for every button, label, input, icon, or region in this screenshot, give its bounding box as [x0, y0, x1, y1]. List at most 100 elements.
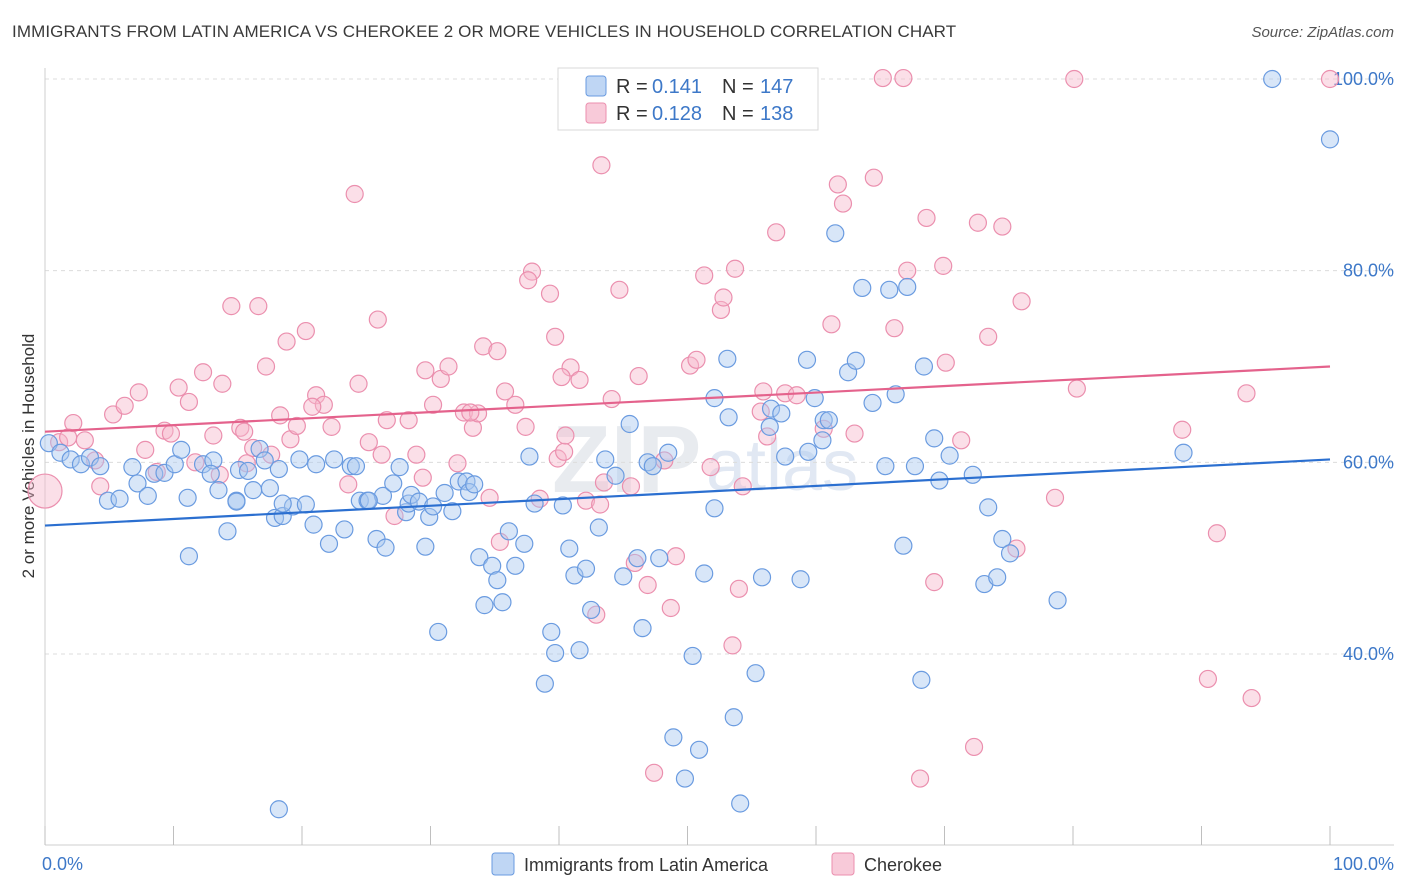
cherokee-point [629, 366, 648, 386]
latin-america-point [204, 451, 223, 470]
latin-america-point [98, 491, 118, 510]
latin-america-point [319, 534, 339, 553]
latin-america-point [963, 465, 982, 484]
cherokee-point [917, 208, 936, 228]
latin-america-point [110, 489, 129, 508]
legend-n-label-pink: N = [722, 103, 754, 125]
legend-n-value-pink: 138 [760, 103, 793, 125]
cherokee-point [368, 310, 387, 329]
cherokee-trend-line [44, 365, 1331, 433]
latin-america-point [304, 515, 323, 534]
legend-r-label-blue: R = [616, 76, 648, 98]
cherokee-points [27, 68, 1340, 788]
watermark-atlas: atlas [706, 426, 858, 506]
cherokee-point [833, 194, 853, 213]
cherokee-point [454, 403, 474, 422]
cherokee-point [399, 411, 418, 430]
cherokee-point [555, 442, 574, 461]
legend-r-label-pink: R = [616, 103, 648, 125]
cherokee-point [592, 156, 611, 175]
latin-america-point [791, 570, 810, 589]
cherokee-point [213, 374, 232, 393]
latin-america-point [506, 556, 525, 575]
latin-america-point [325, 450, 344, 469]
cherokee-point [161, 424, 181, 443]
cherokee-point [952, 431, 971, 450]
cherokee-point [249, 297, 268, 316]
latin-america-point [373, 486, 393, 505]
latin-america-point [695, 564, 714, 583]
latin-america-point [643, 457, 662, 476]
cherokee-point [993, 217, 1012, 236]
cherokee-point [129, 383, 148, 402]
cherokee-point [244, 438, 263, 458]
bottom-legend-swatch-pink [831, 852, 855, 876]
latin-america-point [178, 488, 197, 507]
x-tick-label-max: 100.0% [1333, 854, 1394, 874]
latin-america-point [683, 646, 702, 666]
latin-america-point [797, 350, 817, 369]
cherokee-point [602, 389, 621, 409]
cherokee-point [1067, 379, 1086, 398]
legend-r-value-blue: 0.141 [652, 76, 702, 98]
cherokee-point [416, 361, 435, 380]
trend-lines [44, 365, 1331, 527]
legend-swatch-pink [585, 102, 607, 124]
latin-america-point [209, 481, 228, 500]
latin-america-point [570, 641, 589, 660]
latin-america-point [993, 529, 1012, 549]
cherokee-point [964, 737, 984, 757]
latin-america-point [51, 443, 70, 462]
cherokee-point [179, 392, 199, 412]
cherokee-point [701, 458, 720, 477]
cherokee-point [556, 426, 575, 445]
latin-america-point [542, 622, 561, 642]
latin-america-point [61, 450, 80, 469]
cherokee-point [733, 477, 752, 496]
cherokee-point [256, 357, 276, 376]
latin-america-point [420, 507, 439, 527]
cherokee-point [621, 477, 641, 496]
latin-america-point [1000, 544, 1020, 563]
latin-america-point [172, 440, 191, 459]
latin-america-point [91, 457, 110, 476]
latin-america-point [1263, 69, 1282, 89]
latin-america-point [269, 800, 288, 819]
latin-america-point [346, 457, 366, 476]
cherokee-point [898, 261, 917, 280]
cherokee-point [314, 395, 333, 414]
cherokee-point [576, 491, 596, 510]
cherokee-point [754, 382, 773, 401]
cherokee-point [751, 402, 770, 421]
latin-america-point [731, 794, 750, 813]
latin-america-point [760, 417, 779, 436]
cherokee-point [936, 353, 955, 372]
cherokee-point [115, 396, 134, 415]
latin-america-point [772, 404, 791, 423]
latin-america-point [296, 495, 315, 514]
cherokee-point [687, 350, 706, 369]
latin-america-point [535, 674, 554, 693]
y-tick-label: 60.0% [1343, 452, 1394, 472]
cherokee-point [873, 68, 892, 88]
latin-america-point [376, 538, 395, 557]
cherokee-point [552, 367, 571, 387]
latin-america-point [1048, 591, 1067, 610]
cherokee-point [1207, 524, 1227, 543]
cherokee-point [661, 598, 680, 618]
cherokee-point [193, 363, 213, 382]
latin-america-point [255, 451, 274, 470]
cherokee-point [822, 315, 841, 334]
cherokee-point [934, 256, 953, 275]
legend-box: R = 0.141 N = 147 R = 0.128 N = 138 [557, 67, 819, 131]
latin-america-point [596, 450, 615, 469]
latin-america-point [650, 549, 669, 568]
latin-america-point [341, 457, 360, 476]
cherokee-point [1045, 488, 1065, 507]
cherokee-point [303, 397, 322, 416]
latin-america-point [402, 485, 421, 505]
cherokee-point [359, 433, 378, 452]
cherokee-point [644, 763, 664, 782]
cherokee-point [570, 370, 589, 390]
